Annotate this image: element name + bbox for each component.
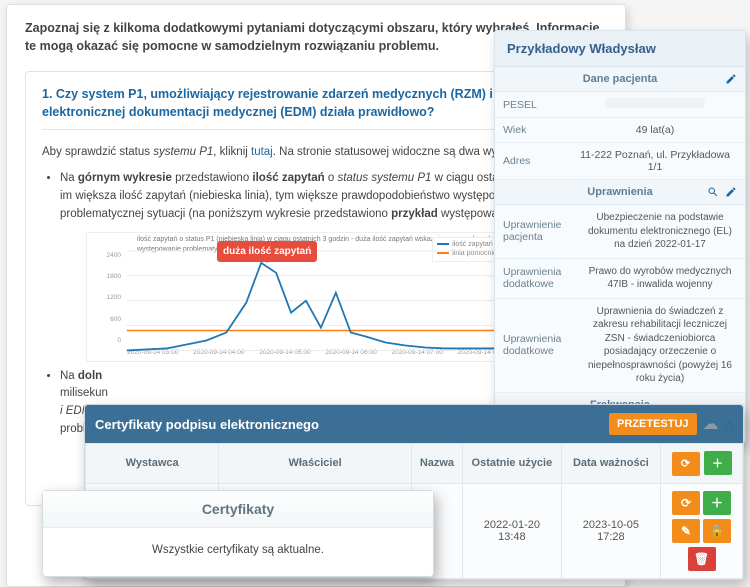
row-key: Uprawnienia dodatkowe [495, 258, 575, 298]
col-header: Wystawca [86, 444, 219, 484]
col-header: Właściciel [219, 444, 412, 484]
cell-actions: ⟳ ＋ ✎ 🔒 🗑 [661, 483, 743, 579]
chart-callout: duża ilość zapytań [217, 241, 317, 263]
cloud-icon[interactable]: ☁ [703, 414, 719, 434]
permissions-table: Uprawnienie pacjentaUbezpieczenie na pod… [495, 205, 745, 393]
patient-row: PESEL [495, 92, 745, 118]
header-add-button[interactable]: ＋ [704, 451, 732, 475]
cert-status-popup: Certyfikaty Wszystkie certyfikaty są akt… [42, 490, 434, 577]
row-value: Uprawnienia do świadczeń z zakresu rehab… [575, 298, 745, 392]
patient-data-table: PESELWiek49 lat(a)Adres11-222 Poznań, ul… [495, 92, 745, 180]
cell-valid: 2023-10-05 17:28 [561, 483, 660, 579]
search-icon[interactable] [707, 186, 719, 198]
row-key: Adres [495, 143, 565, 180]
edit-icon[interactable] [725, 186, 737, 198]
row-key: Uprawnienie pacjenta [495, 205, 575, 258]
row-value: 11-222 Poznań, ul. Przykładowa 1/1 [565, 143, 745, 180]
permission-row: Uprawnienie pacjentaUbezpieczenie na pod… [495, 205, 745, 258]
cell-last: 2022-01-20 13:48 [463, 483, 562, 579]
certificates-title: Certyfikaty podpisu elektronicznego [95, 417, 319, 432]
col-header: ⟳＋ [661, 444, 743, 484]
lock-button[interactable]: 🔒 [703, 519, 731, 543]
patient-panel: Przykładowy Władysław Dane pacjenta PESE… [494, 30, 746, 443]
status-link[interactable]: tutaj [251, 146, 273, 158]
section-permissions: Uprawnienia [495, 180, 745, 205]
add-button[interactable]: ＋ [703, 491, 731, 515]
permission-row: Uprawnienia dodatkoweUprawnienia do świa… [495, 298, 745, 392]
permission-row: Uprawnienia dodatkowePrawo do wyrobów me… [495, 258, 745, 298]
delete-button[interactable]: 🗑 [688, 547, 716, 571]
row-value: Prawo do wyrobów medycznych 47IB - inwal… [575, 258, 745, 298]
section-patient-data: Dane pacjenta [495, 67, 745, 92]
patient-name: Przykładowy Władysław [495, 31, 745, 67]
row-key: Uprawnienia dodatkowe [495, 298, 575, 392]
row-value [565, 92, 745, 118]
home-icon[interactable]: ⌂ [725, 416, 733, 432]
col-header: Ostatnie użycie [463, 444, 562, 484]
status-chart: ilość zapytań o status P1 (niebieska lin… [86, 232, 516, 362]
col-header: Data ważności [561, 444, 660, 484]
refresh-button[interactable]: ⟳ [672, 491, 700, 515]
test-button[interactable]: PRZETESTUJ [609, 413, 697, 435]
pesel-masked [605, 98, 705, 108]
row-key: Wiek [495, 118, 565, 143]
popup-title: Certyfikaty [43, 491, 433, 528]
patient-row: Wiek49 lat(a) [495, 118, 745, 143]
edit-icon[interactable] [725, 73, 737, 85]
row-value: Ubezpieczenie na podstawie dokumentu ele… [575, 205, 745, 258]
patient-row: Adres11-222 Poznań, ul. Przykładowa 1/1 [495, 143, 745, 180]
header-refresh-button[interactable]: ⟳ [672, 452, 700, 476]
row-key: PESEL [495, 92, 565, 118]
row-value: 49 lat(a) [565, 118, 745, 143]
certificates-header: Certyfikaty podpisu elektronicznego PRZE… [85, 405, 743, 443]
edit-button[interactable]: ✎ [672, 519, 700, 543]
col-header: Nazwa [411, 444, 462, 484]
